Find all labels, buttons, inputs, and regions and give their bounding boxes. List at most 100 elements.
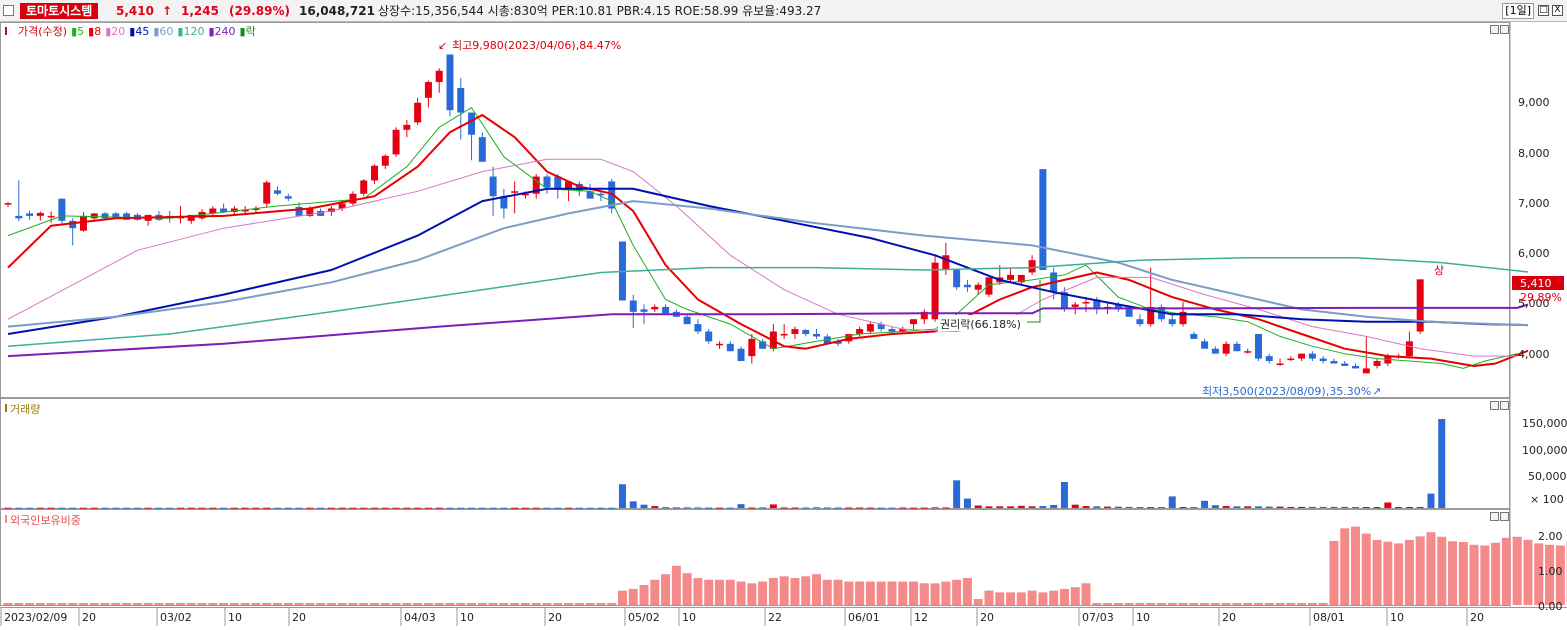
foreign-bar (1329, 540, 1339, 605)
foreign-bar (574, 603, 584, 605)
xtick-label: 12 (914, 611, 928, 624)
volume-bar (457, 507, 465, 509)
volume-bar (1427, 493, 1435, 508)
candle-body (500, 196, 508, 209)
foreign-bar (639, 585, 649, 605)
volume-legend-marker-icon (5, 404, 7, 412)
candle-body (737, 348, 745, 362)
candle-body (1060, 292, 1068, 310)
foreign-bar (305, 603, 315, 605)
period-selector[interactable]: [1일] (1502, 3, 1534, 19)
volume-bar (220, 507, 228, 509)
foreign-bar (240, 603, 250, 605)
foreign-bar (779, 576, 789, 605)
foreign-bar (229, 603, 239, 605)
candle-body (392, 129, 400, 155)
foreign-bar (1092, 603, 1102, 605)
foreign-bar (650, 579, 660, 605)
foreign-bar (337, 603, 347, 605)
volume-bar (705, 507, 713, 509)
volume-panel-minimize-icon[interactable] (1490, 401, 1499, 410)
foreign-panel-close-icon[interactable] (1500, 512, 1509, 521)
volume-bar (748, 507, 756, 509)
volume-bar (209, 507, 217, 509)
candle-body (478, 137, 486, 162)
candle-body (813, 333, 820, 337)
ytick-label: 4,000 (1518, 348, 1550, 361)
volume-bar (284, 507, 292, 509)
foreign-bar (510, 603, 520, 605)
foreign-bar (456, 603, 466, 605)
candle-body (1211, 348, 1219, 354)
volume-bar (349, 507, 357, 509)
volume-bar (866, 507, 874, 509)
xtick-label: 10 (682, 611, 696, 624)
volume-bar (1168, 496, 1176, 508)
ytick-label: 150,000 (1522, 417, 1567, 430)
foreign-bar (833, 579, 843, 605)
candle-body (629, 300, 637, 312)
maximize-icon[interactable]: □ (1538, 5, 1549, 16)
price-plot (4, 54, 1424, 374)
volume-panel-close-icon[interactable] (1500, 401, 1509, 410)
candle-body (1405, 341, 1413, 357)
foreign-bar (1523, 539, 1533, 605)
rights-marker-line (1027, 280, 1041, 323)
foreign-panel-minimize-icon[interactable] (1490, 512, 1499, 521)
foreign-bar (1372, 539, 1382, 605)
select-checkbox[interactable] (3, 5, 14, 16)
volume-bar (608, 507, 616, 509)
candle-body (791, 329, 799, 334)
candle-body (1093, 299, 1101, 310)
foreign-bar (219, 603, 229, 605)
candle-body (1265, 356, 1273, 362)
xtick-label: 20 (292, 611, 306, 624)
candle-body (230, 208, 238, 212)
candle-body (198, 211, 206, 219)
xtick-label: 10 (1390, 611, 1404, 624)
candle-body (1352, 365, 1359, 369)
foreign-bar (909, 581, 919, 605)
foreign-bar (714, 579, 724, 605)
volume-bar (672, 507, 680, 509)
candle-body (759, 341, 767, 349)
stock-name-badge[interactable]: 토마토시스템 (20, 3, 99, 19)
candle-body (662, 306, 670, 314)
candle-body (1254, 333, 1262, 359)
legend-item: 45 (135, 25, 149, 38)
foreign-bar (122, 603, 132, 605)
candle-body (856, 329, 864, 334)
price-panel-minimize-icon[interactable] (1490, 25, 1499, 34)
trading-volume: 16,048,721 (299, 4, 375, 18)
candle-body (424, 82, 432, 98)
foreign-bar (1340, 528, 1350, 605)
volume-bar (1147, 507, 1155, 509)
volume-bar (575, 507, 583, 509)
candle-body (866, 324, 874, 332)
ma-line-240 (7, 303, 1529, 358)
candle-body (47, 215, 55, 218)
close-icon[interactable]: X (1552, 5, 1563, 16)
candle-body (802, 330, 810, 334)
foreign-bar (671, 565, 681, 605)
foreign-bar (1555, 545, 1565, 605)
legend-item: 120 (183, 25, 204, 38)
foreign-bar (1124, 603, 1134, 605)
volume-bar (1039, 506, 1047, 508)
foreign-bar (273, 603, 282, 605)
volume-bar (532, 507, 540, 509)
candle-body (834, 341, 842, 344)
foreign-bar (68, 603, 78, 605)
foreign-bar (1404, 539, 1414, 605)
legend-marker-icon (5, 27, 7, 35)
candle-body (942, 255, 950, 271)
foreign-bar (984, 590, 994, 605)
volume-bar (36, 507, 44, 509)
stock-chart[interactable]: 가격(수정) ▮5 ▮8 ▮20 ▮45 ▮60 ▮120 ▮240 ▮락 ↙ 최고9,980(… (0, 22, 1567, 630)
candle-body (1028, 260, 1036, 273)
foreign-bar (423, 603, 433, 605)
price-panel-close-icon[interactable] (1500, 25, 1509, 34)
candle-body (705, 331, 713, 342)
volume-bar (1330, 506, 1338, 508)
volume-bar (931, 507, 939, 509)
